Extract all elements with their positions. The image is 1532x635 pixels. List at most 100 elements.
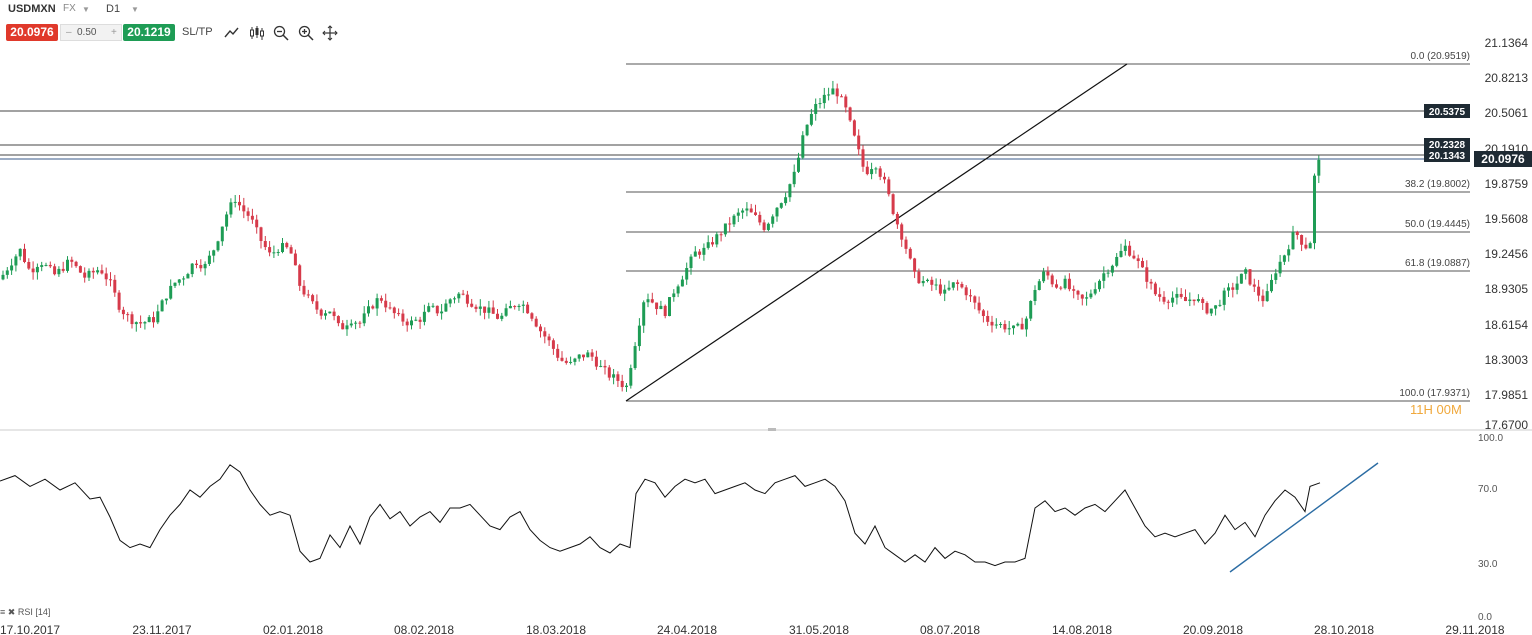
- instrument-symbol[interactable]: USDMXN: [8, 3, 56, 15]
- candle-body: [620, 380, 624, 388]
- candle-body: [1076, 290, 1080, 295]
- date-tick: 23.11.2017: [132, 623, 191, 635]
- price-tick: 20.8213: [1485, 71, 1529, 85]
- candle-body: [977, 302, 981, 311]
- quantity-value[interactable]: 0.50: [77, 27, 97, 38]
- date-tick: 14.08.2018: [1052, 623, 1112, 635]
- chevron-down-icon[interactable]: ▼: [82, 5, 90, 14]
- date-tick: 28.10.2018: [1314, 623, 1374, 635]
- candle-body: [551, 340, 555, 349]
- candle-body: [74, 261, 78, 267]
- settings-icon[interactable]: ≡: [0, 607, 6, 617]
- candlestick-icon[interactable]: [248, 24, 266, 42]
- candle-body: [10, 265, 14, 271]
- candle-body: [986, 315, 990, 322]
- increase-quantity-button[interactable]: +: [111, 27, 117, 38]
- candle-body: [1282, 255, 1286, 262]
- candle-body: [517, 305, 521, 308]
- candle-body: [852, 120, 856, 136]
- candle-body: [87, 270, 91, 278]
- candle-body: [754, 212, 757, 215]
- candle-body: [289, 247, 293, 254]
- candle-body: [156, 311, 160, 323]
- candle-body: [35, 266, 39, 273]
- candle-body: [676, 286, 680, 294]
- candle-body: [212, 250, 216, 256]
- price-tick: 19.2456: [1485, 247, 1529, 261]
- candle-body: [1072, 289, 1076, 291]
- candle-body: [883, 176, 886, 180]
- candle-body: [354, 322, 358, 324]
- candle-body: [840, 96, 843, 98]
- candle-body: [1231, 287, 1235, 290]
- candle-body: [1261, 295, 1265, 302]
- sltp-button[interactable]: SL/TP: [182, 26, 213, 38]
- timeframe-select[interactable]: D1: [106, 3, 121, 15]
- candle-body: [40, 265, 44, 267]
- candle-body: [1037, 281, 1041, 291]
- zoom-in-icon[interactable]: [297, 24, 315, 42]
- candle-body: [177, 279, 181, 283]
- candle-body: [143, 322, 147, 324]
- candle-body: [418, 319, 422, 322]
- candle-body: [1295, 231, 1299, 235]
- candle-body: [663, 305, 667, 317]
- candle-body: [797, 157, 800, 172]
- candle-body: [1291, 231, 1295, 250]
- candle-body: [1080, 294, 1084, 299]
- candle-body: [367, 306, 370, 314]
- crosshair-move-icon[interactable]: [321, 24, 339, 42]
- candle-body: [857, 135, 861, 150]
- candle-body: [1304, 244, 1308, 249]
- zoom-out-icon[interactable]: [272, 24, 290, 42]
- rsi-indicator-label[interactable]: ≡ ✖ RSI [14]: [0, 607, 50, 618]
- candle-body: [199, 265, 203, 269]
- candle-body: [250, 215, 254, 220]
- candle-body: [70, 259, 74, 262]
- candlestick-series: [1, 80, 1321, 392]
- quantity-stepper[interactable]: – 0.50 +: [60, 24, 122, 41]
- candle-body: [861, 149, 865, 167]
- fib-trend-line[interactable]: [625, 63, 1128, 402]
- candle-body: [1128, 245, 1132, 256]
- candle-body: [83, 272, 87, 278]
- sell-button[interactable]: 20.0976: [6, 24, 58, 41]
- candle-body: [491, 307, 495, 314]
- chevron-down-icon[interactable]: ▼: [131, 5, 139, 14]
- candle-body: [207, 255, 211, 264]
- candle-body: [556, 348, 560, 358]
- candle-body: [1132, 255, 1136, 259]
- candle-body: [302, 285, 306, 295]
- rsi-trend-line[interactable]: [1229, 462, 1379, 573]
- rsi-tick: 100.0: [1478, 433, 1503, 444]
- candle-body: [921, 281, 925, 284]
- candle-body: [306, 294, 310, 296]
- candle-body: [973, 296, 977, 303]
- candle-body: [771, 216, 775, 224]
- buy-button[interactable]: 20.1219: [123, 24, 175, 41]
- candle-body: [1214, 305, 1218, 309]
- candle-body: [1119, 250, 1123, 257]
- candle-body: [1252, 284, 1256, 287]
- candle-body: [1012, 325, 1015, 329]
- price-tick: 17.9851: [1485, 388, 1529, 402]
- candle-body: [818, 103, 822, 105]
- candle-body: [607, 367, 611, 378]
- candle-body: [1270, 279, 1273, 292]
- candle-body: [805, 124, 809, 136]
- candle-body: [625, 385, 628, 388]
- candle-body: [448, 299, 452, 304]
- candle-body: [1042, 271, 1046, 282]
- close-icon[interactable]: ✖: [7, 607, 16, 617]
- candle-body: [835, 88, 839, 97]
- candle-body: [5, 270, 9, 275]
- candle-body: [1106, 272, 1110, 274]
- candle-body: [1235, 283, 1239, 290]
- candle-body: [23, 248, 26, 262]
- line-chart-icon[interactable]: [223, 24, 241, 42]
- decrease-quantity-button[interactable]: –: [66, 27, 72, 38]
- candle-body: [1227, 287, 1230, 291]
- date-tick: 24.04.2018: [657, 623, 717, 635]
- pane-resize-handle[interactable]: [768, 428, 776, 431]
